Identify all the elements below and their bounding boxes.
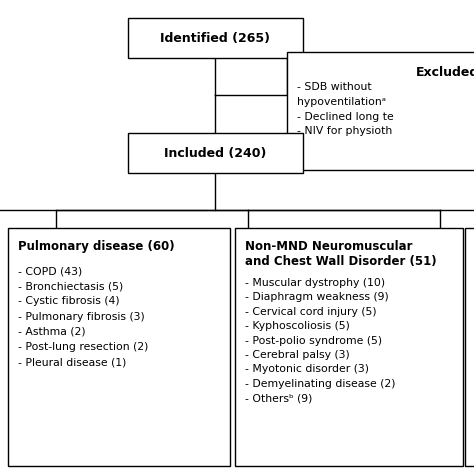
Bar: [128, 133, 303, 173]
Text: - COPD (43)
- Bronchiectasis (5)
- Cystic fibrosis (4)
- Pulmonary fibrosis (3)
: - COPD (43) - Bronchiectasis (5) - Cysti…: [18, 266, 148, 367]
Text: - SDB without
hypoventilationᵃ
- Declined long te
- NIV for physioth: - SDB without hypoventilationᵃ - Decline…: [297, 82, 394, 137]
Text: Included (240): Included (240): [164, 146, 267, 159]
Text: - Muscular dystrophy (10)
- Diaphragm weakness (9)
- Cervical cord injury (5)
- : - Muscular dystrophy (10) - Diaphragm we…: [245, 278, 395, 403]
Bar: [128, 18, 303, 58]
Bar: [287, 52, 474, 170]
Bar: [465, 228, 474, 466]
Text: Identified (265): Identified (265): [161, 31, 271, 45]
Text: Non-MND Neuromuscular
and Chest Wall Disorder (51): Non-MND Neuromuscular and Chest Wall Dis…: [245, 240, 437, 268]
Bar: [235, 228, 463, 466]
Bar: [8, 228, 230, 466]
Text: Pulmonary disease (60): Pulmonary disease (60): [18, 240, 174, 253]
Text: Excluded: Excluded: [416, 66, 474, 79]
